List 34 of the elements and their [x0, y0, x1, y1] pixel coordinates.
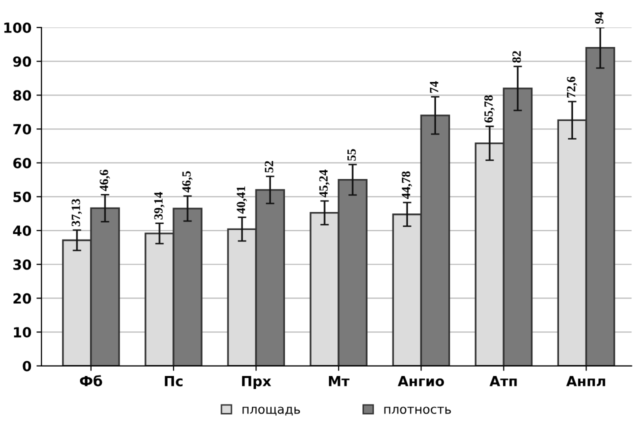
y-tick-label: 60 — [13, 158, 32, 168]
y-tick-label: 40 — [13, 226, 32, 236]
y-tick-label: 70 — [13, 124, 32, 134]
data-label: 55 — [347, 149, 356, 161]
y-tick-label: 80 — [13, 90, 32, 101]
x-tick-label: Фб — [80, 375, 102, 386]
data-label: 52 — [264, 161, 274, 173]
data-label: 46,5 — [182, 171, 193, 192]
data-label: 46,6 — [100, 170, 110, 192]
x-tick-label: Прх — [242, 376, 272, 390]
x-tick-label: Мт — [328, 376, 350, 386]
x-tick-label: Атп — [490, 376, 517, 386]
y-tick-label: 10 — [14, 327, 32, 338]
data-label: 40,41 — [236, 186, 247, 214]
data-label: 82 — [512, 51, 521, 63]
data-label: 72,6 — [566, 76, 578, 98]
legend-label: площадь — [242, 406, 300, 416]
x-tick-label: Анпл — [566, 376, 606, 386]
x-tick-label: Ангио — [398, 376, 444, 386]
x-tick-label: Пс — [164, 376, 183, 386]
data-label: 37,13 — [72, 199, 82, 226]
y-tick-label: 90 — [13, 56, 32, 67]
y-tick-label: 100 — [4, 22, 32, 33]
data-label: 74 — [430, 81, 438, 93]
data-label: 94 — [594, 12, 604, 24]
y-tick-label: 30 — [13, 259, 32, 270]
y-tick-label: 50 — [13, 192, 32, 202]
data-label: 44,78 — [402, 171, 412, 199]
data-label: 39,14 — [154, 192, 164, 220]
legend-label: плотность — [384, 406, 451, 414]
data-label: 45,24 — [319, 170, 330, 198]
y-tick-label: 20 — [14, 293, 32, 304]
data-label: 65,78 — [484, 95, 495, 123]
y-tick-label: 0 — [22, 360, 32, 372]
